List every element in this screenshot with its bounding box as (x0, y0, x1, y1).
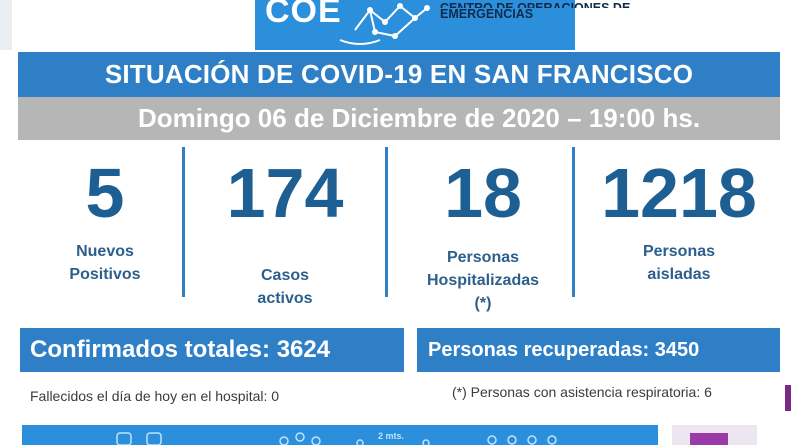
report-date: Domingo 06 de Diciembre de 2020 – 19:00 … (137, 103, 701, 133)
stat-value: 174 (226, 154, 344, 232)
stat-label-line: Hospitalizadas (426, 272, 540, 289)
right-edge (783, 0, 800, 445)
distance-label: 2 mts. (378, 431, 404, 441)
logo-background (255, 0, 575, 50)
stat-active-cases: 174 Casos activos (190, 148, 380, 310)
stat-label-line: Personas (642, 243, 716, 260)
network-icon (339, 3, 430, 45)
stat-label: Nuevos Positivos (30, 240, 180, 286)
bottom-logo-mark (690, 433, 728, 445)
confirmed-total: Confirmados totales: 3624 (30, 336, 331, 363)
stat-label-line: Positivos (69, 266, 141, 283)
recovered-total-bar: Personas recuperadas: 3450 (417, 328, 780, 372)
page-title: SITUACIÓN DE COVID-19 EN SAN FRANCISCO (104, 59, 694, 89)
stat-value: 18 (444, 154, 522, 232)
stat-hospitalized: 18 Personas Hospitalizadas (*) (392, 148, 574, 315)
recovered-total: Personas recuperadas: 3450 (428, 338, 700, 361)
stat-isolated: 1218 Personas aisladas (580, 148, 778, 286)
deceased-note: Fallecidos el día de hoy en el hospital:… (30, 388, 280, 404)
stat-label: Personas Hospitalizadas (*) (392, 246, 574, 315)
stat-label-line: Personas (446, 249, 520, 266)
right-edge-mark (785, 385, 791, 411)
stat-label-line: activos (257, 290, 313, 307)
stat-value: 1218 (601, 154, 757, 232)
people-icons: 2 mts. (116, 431, 557, 445)
stat-label-line: Nuevos (76, 243, 134, 260)
confirmed-total-bar: Confirmados totales: 3624 (20, 328, 404, 372)
stat-value: 5 (85, 154, 125, 232)
logo-text: COE (265, 0, 342, 30)
stat-label-line: (*) (474, 295, 492, 312)
bottom-logo (672, 425, 757, 445)
column-divider (385, 147, 388, 297)
logo-subtitle-line1: CENTRO DE OPERACIONES DE (440, 2, 630, 8)
stat-label: Casos activos (190, 264, 380, 310)
title-bar: SITUACIÓN DE COVID-19 EN SAN FRANCISCO (18, 52, 780, 97)
stat-label-line: Casos (260, 267, 310, 284)
date-bar: Domingo 06 de Diciembre de 2020 – 19:00 … (18, 97, 780, 140)
column-divider (572, 147, 575, 297)
column-divider (182, 147, 185, 297)
respiratory-note: (*) Personas con asistencia respiratoria… (452, 384, 712, 400)
header-left-edge (0, 0, 12, 50)
logo-subtitle: CENTRO DE OPERACIONES DE EMERGENCIAS (440, 2, 630, 20)
header-band: COE CENTRO DE OPERACIONES DE EMERGENCIAS (0, 0, 800, 50)
logo-subtitle-line2: EMERGENCIAS (440, 7, 534, 21)
bottom-banner: 2 mts. (22, 425, 658, 445)
stat-label-line: aisladas (647, 266, 711, 283)
stat-label: Personas aisladas (580, 240, 778, 286)
stat-new-positives: 5 Nuevos Positivos (30, 148, 180, 286)
